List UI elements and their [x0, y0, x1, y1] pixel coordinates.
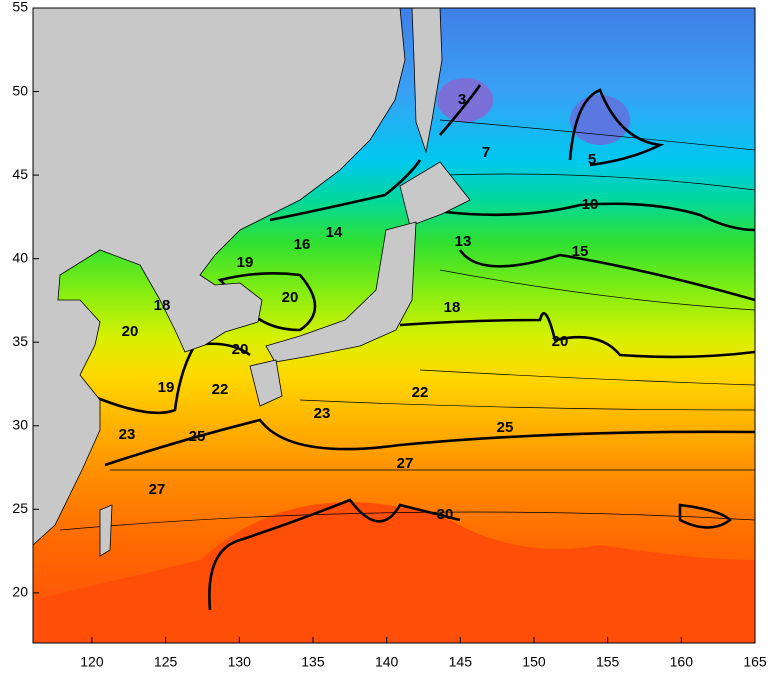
contour-label: 23 [314, 405, 331, 422]
x-tick-label: 150 [522, 654, 546, 670]
x-tick-label: 130 [228, 654, 252, 670]
contour-label: 19 [237, 254, 254, 271]
x-tick-label: 145 [449, 654, 473, 670]
y-tick-label: 40 [12, 249, 28, 265]
contour-label: 22 [412, 384, 429, 401]
contour-label: 18 [154, 297, 171, 314]
x-tick-label: 120 [80, 654, 104, 670]
contour-label: 30 [437, 506, 454, 523]
contour-label: 15 [572, 243, 589, 260]
frame [32, 7, 756, 644]
contour-label: 3 [458, 91, 466, 108]
contour-label: 22 [212, 381, 229, 398]
contour-label: 20 [552, 333, 569, 350]
contour-label: 16 [294, 236, 311, 253]
x-tick-label: 140 [375, 654, 399, 670]
y-tick-label: 30 [12, 416, 28, 432]
contour-label: 27 [397, 455, 414, 472]
contour-label: 20 [232, 341, 249, 358]
contour-label: 23 [119, 426, 136, 443]
x-tick-label: 160 [670, 654, 694, 670]
cold-patch [437, 78, 493, 122]
contours [59, 84, 755, 611]
contour-label: 25 [497, 419, 514, 436]
y-tick-label: 25 [12, 500, 28, 516]
x-tick-label: 135 [301, 654, 325, 670]
contour-label: 13 [455, 233, 472, 250]
cold-patch [570, 95, 630, 145]
y-tick-label: 35 [12, 333, 28, 349]
contour-label: 27 [149, 481, 166, 498]
contour-label: 19 [158, 379, 175, 396]
contour-label: 7 [482, 144, 490, 161]
y-tick-label: 55 [12, 0, 28, 15]
warm-patch [33, 502, 755, 643]
x-tick-label: 125 [154, 654, 178, 670]
contour-label: 25 [189, 428, 206, 445]
contour-label: 18 [444, 299, 461, 316]
contour-label: 20 [122, 323, 139, 340]
land [33, 8, 471, 557]
contour-label: 5 [588, 151, 596, 168]
contour-label: 20 [282, 289, 299, 306]
x-tick-label: 155 [596, 654, 620, 670]
x-tick-label: 165 [743, 654, 767, 670]
plot-area [33, 8, 755, 643]
contour-label: 14 [326, 224, 343, 241]
y-tick-label: 20 [12, 584, 28, 600]
y-tick-label: 45 [12, 166, 28, 182]
y-tick-label: 50 [12, 82, 28, 98]
contour-label: 10 [582, 196, 599, 213]
